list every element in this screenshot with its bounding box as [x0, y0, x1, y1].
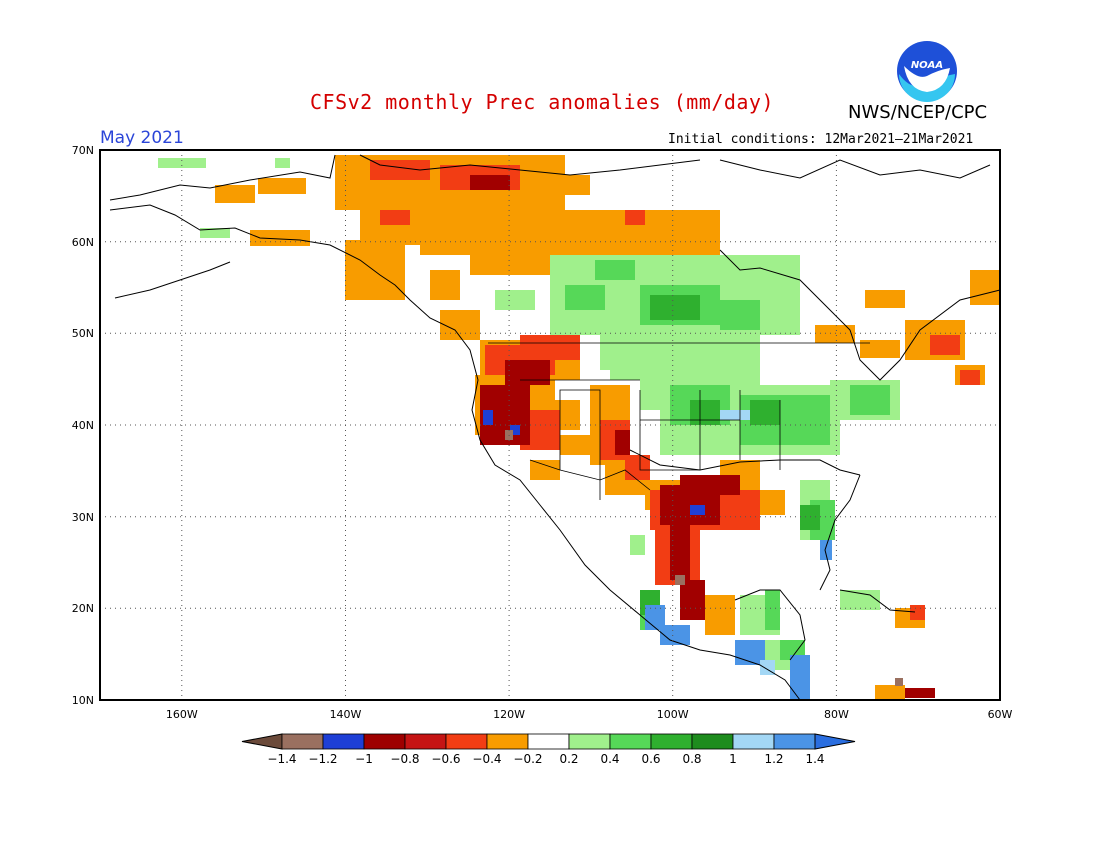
- colorbar-swatch: [732, 733, 775, 750]
- colorbar-label: −1.4: [267, 752, 296, 766]
- colorbar-label: 1.2: [764, 752, 783, 766]
- colorbar-label: −0.6: [431, 752, 460, 766]
- colorbar-label: 1.4: [805, 752, 824, 766]
- lon-label: 160W: [166, 708, 198, 721]
- grid-lines: [100, 150, 1000, 700]
- lat-label: 20N: [72, 602, 94, 615]
- lat-label: 50N: [72, 327, 94, 340]
- colorbar-label: −0.2: [513, 752, 542, 766]
- colorbar-swatch: [609, 733, 652, 750]
- extreme-dry-spots: [483, 410, 705, 515]
- agency-label: NWS/NCEP/CPC: [848, 102, 988, 123]
- colorbar-label: 1: [729, 752, 737, 766]
- colorbar-swatch: [281, 733, 324, 750]
- colorbar-label: −1.2: [308, 752, 337, 766]
- longitude-labels: 160W 140W 120W 100W 80W 60W: [166, 708, 1013, 721]
- chart-title: CFSv2 monthly Prec anomalies (mm/day): [310, 90, 775, 114]
- colorbar-label: −1: [355, 752, 373, 766]
- colorbar-high-arrow: [814, 733, 856, 750]
- colorbar-swatch: [773, 733, 816, 750]
- latitude-labels: 70N 60N 50N 40N 30N 20N 10N: [72, 144, 94, 707]
- colorbar-swatch: [445, 733, 488, 750]
- very-dry-areas: [470, 175, 935, 698]
- colorbar-label: 0.6: [641, 752, 660, 766]
- colorbar-swatch: [404, 733, 447, 750]
- map-frame: [99, 149, 1001, 701]
- lat-label: 40N: [72, 419, 94, 432]
- lon-label: 120W: [493, 708, 525, 721]
- lat-label: 10N: [72, 694, 94, 707]
- svg-text:NOAA: NOAA: [911, 60, 943, 71]
- colorbar-label: 0.4: [600, 752, 619, 766]
- lat-label: 70N: [72, 144, 94, 157]
- colorbar-swatch: [486, 733, 529, 750]
- lat-label: 30N: [72, 511, 94, 524]
- initial-conditions: Initial conditions: 12Mar2021–21Mar2021: [668, 132, 974, 147]
- colorbar-swatch: [322, 733, 365, 750]
- colorbar-label: 0.8: [682, 752, 701, 766]
- colorbar-low-arrow: [241, 733, 283, 750]
- lon-label: 60W: [988, 708, 1013, 721]
- lon-label: 100W: [657, 708, 689, 721]
- colorbar-legend: −1.4 −1.2 −1 −0.8 −0.6 −0.4 −0.2 0.2 0.4 0.6 0.8 1 1…: [241, 733, 856, 766]
- colorbar-swatch: [568, 733, 611, 750]
- colorbar-swatch: [363, 733, 406, 750]
- colorbar-label: 0.2: [559, 752, 578, 766]
- colorbar-swatch: [650, 733, 693, 750]
- coastlines: [109, 154, 1001, 701]
- colorbar-label: −0.4: [472, 752, 501, 766]
- lon-label: 80W: [824, 708, 849, 721]
- forecast-month: May 2021: [100, 128, 184, 148]
- noaa-logo-icon: NOAA: [897, 41, 957, 102]
- colorbar-swatch: [527, 733, 570, 750]
- lon-label: 140W: [330, 708, 362, 721]
- borders: [488, 342, 870, 500]
- lat-label: 60N: [72, 236, 94, 249]
- colorbar-swatch: [691, 733, 734, 750]
- colorbar-label: −0.8: [390, 752, 419, 766]
